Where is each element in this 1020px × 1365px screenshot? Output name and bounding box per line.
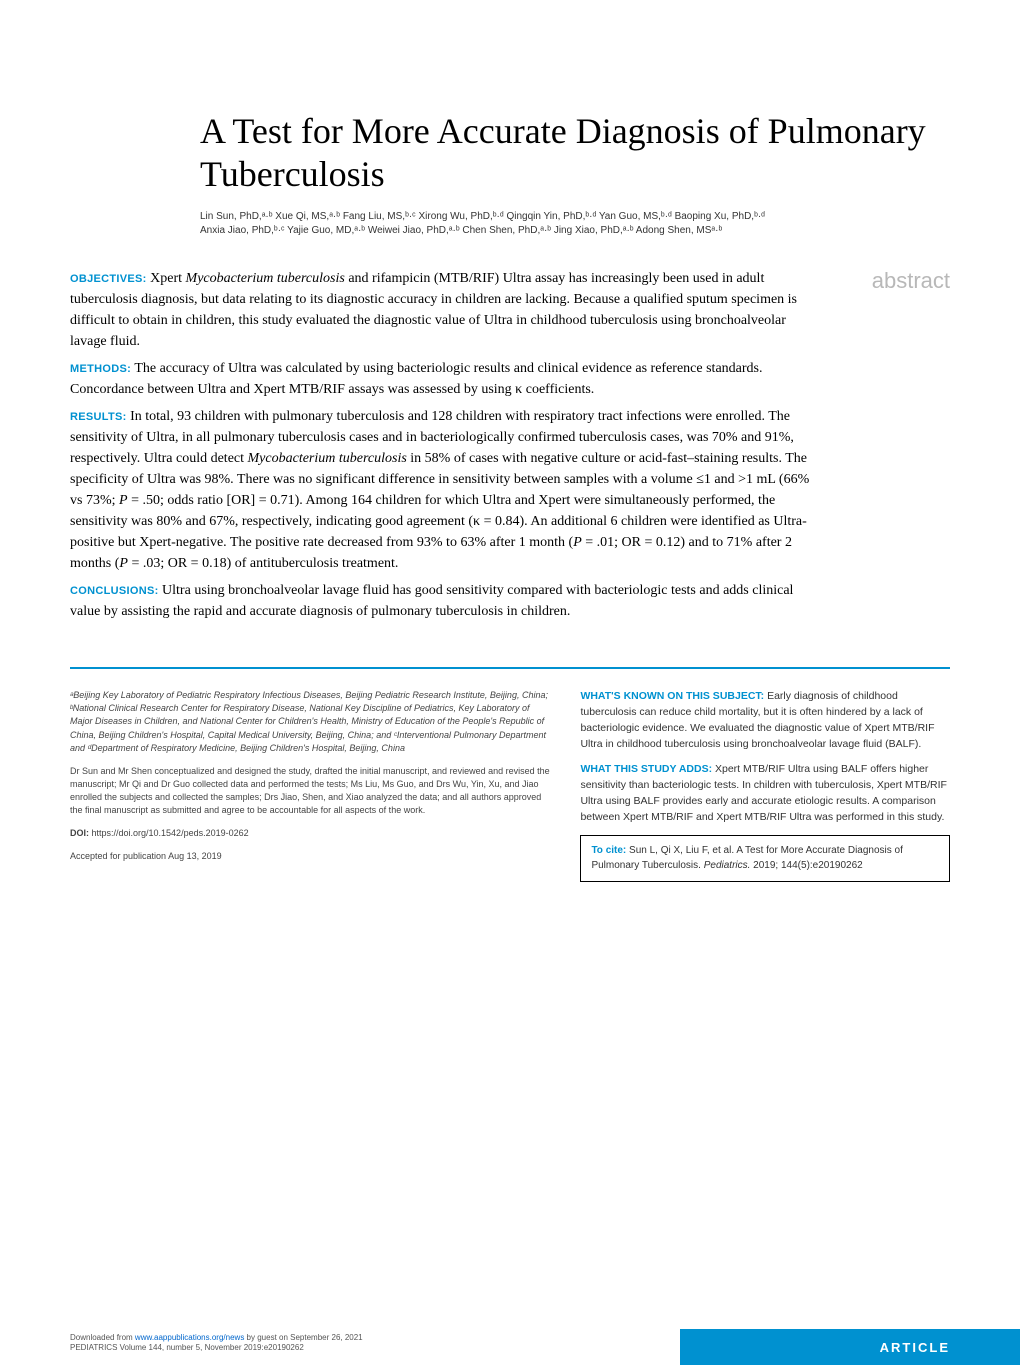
doi-line: DOI: https://doi.org/10.1542/peds.2019-0…	[70, 827, 550, 840]
whats-known-box: WHAT'S KNOWN ON THIS SUBJECT: Early diag…	[580, 689, 950, 752]
contributions: Dr Sun and Mr Shen conceptualized and de…	[70, 765, 550, 817]
affiliations: ᵃBeijing Key Laboratory of Pediatric Res…	[70, 689, 550, 754]
journal-line: PEDIATRICS Volume 144, number 5, Novembe…	[70, 1343, 680, 1353]
res-italic1: Mycobacterium tuberculosis	[248, 451, 407, 466]
conclusions-text: Ultra using bronchoalveolar lavage fluid…	[70, 583, 793, 619]
accepted-date: Accepted for publication Aug 13, 2019	[70, 850, 550, 863]
res-italic4: P	[119, 556, 128, 571]
study-adds-heading: WHAT THIS STUDY ADDS:	[580, 763, 712, 775]
doi-value: https://doi.org/10.1542/peds.2019-0262	[89, 828, 249, 838]
cite-post: 2019; 144(5):e20190262	[750, 860, 862, 871]
abstract-conclusions: CONCLUSIONS: Ultra using bronchoalveolar…	[70, 580, 810, 622]
abstract-objectives: OBJECTIVES: Xpert Mycobacterium tubercul…	[70, 268, 810, 352]
download-link[interactable]: www.aappublications.org/news	[135, 1333, 244, 1342]
study-adds-box: WHAT THIS STUDY ADDS: Xpert MTB/RIF Ultr…	[580, 762, 950, 825]
abstract-body: OBJECTIVES: Xpert Mycobacterium tubercul…	[70, 268, 810, 622]
right-column: WHAT'S KNOWN ON THIS SUBJECT: Early diag…	[580, 689, 950, 882]
authors-line-2: Anxia Jiao, PhD,ᵇ·ᶜ Yajie Guo, MD,ᵃ·ᵇ We…	[200, 224, 950, 238]
methods-heading: METHODS:	[70, 363, 131, 375]
abstract-methods: METHODS: The accuracy of Ultra was calcu…	[70, 358, 810, 400]
obj-italic: Mycobacterium tuberculosis	[186, 271, 345, 286]
cite-label: To cite:	[591, 845, 626, 856]
obj-pre: Xpert	[147, 271, 186, 286]
authors-block: Lin Sun, PhD,ᵃ·ᵇ Xue Qi, MS,ᵃ·ᵇ Fang Liu…	[200, 210, 950, 238]
page-footer: Downloaded from www.aappublications.org/…	[0, 1329, 1020, 1365]
methods-text: The accuracy of Ultra was calculated by …	[70, 361, 762, 397]
results-heading: RESULTS:	[70, 411, 127, 423]
objectives-heading: OBJECTIVES:	[70, 273, 147, 285]
conclusions-heading: CONCLUSIONS:	[70, 585, 159, 597]
section-divider	[70, 667, 950, 669]
doi-label: DOI:	[70, 828, 89, 838]
whats-known-heading: WHAT'S KNOWN ON THIS SUBJECT:	[580, 690, 764, 702]
res-italic3: P	[573, 535, 582, 550]
authors-line-1: Lin Sun, PhD,ᵃ·ᵇ Xue Qi, MS,ᵃ·ᵇ Fang Liu…	[200, 210, 950, 224]
download-post: by guest on September 26, 2021	[244, 1333, 362, 1342]
download-pre: Downloaded from	[70, 1333, 135, 1342]
cite-box: To cite: Sun L, Qi X, Liu F, et al. A Te…	[580, 835, 950, 882]
download-line: Downloaded from www.aappublications.org/…	[70, 1333, 680, 1343]
article-title: A Test for More Accurate Diagnosis of Pu…	[200, 110, 950, 196]
footer-left: Downloaded from www.aappublications.org/…	[0, 1329, 680, 1365]
article-badge-label: ARTICLE	[880, 1340, 950, 1355]
footer-right-badge: ARTICLE	[680, 1329, 1020, 1365]
abstract-label: abstract	[872, 268, 950, 294]
left-column: ᵃBeijing Key Laboratory of Pediatric Res…	[70, 689, 550, 882]
cite-journal: Pediatrics.	[704, 860, 751, 871]
bottom-section: ᵃBeijing Key Laboratory of Pediatric Res…	[70, 689, 950, 882]
res-mid4: = .03; OR = 0.18) of antituberculosis tr…	[128, 556, 398, 571]
abstract-container: abstract OBJECTIVES: Xpert Mycobacterium…	[70, 268, 950, 622]
res-italic2: P	[119, 493, 128, 508]
abstract-results: RESULTS: In total, 93 children with pulm…	[70, 406, 810, 574]
